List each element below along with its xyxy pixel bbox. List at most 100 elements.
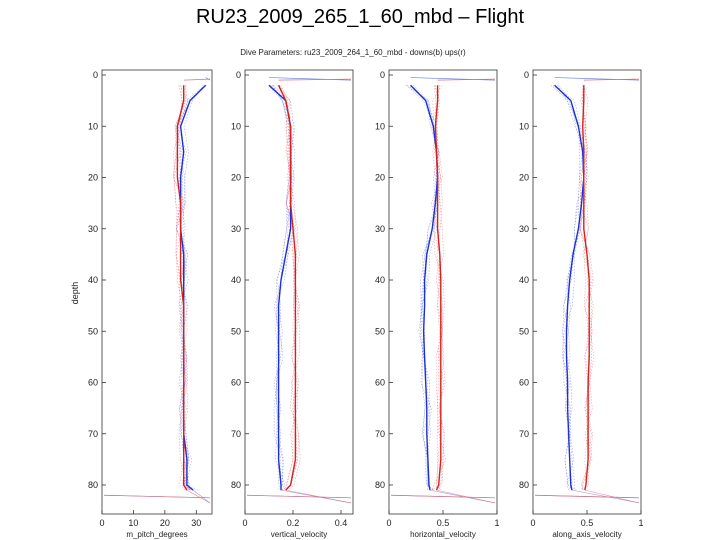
x-tick-label: 10 [128, 518, 138, 528]
down-mean-line [268, 84, 292, 491]
x-tick-label: 1 [638, 518, 643, 528]
y-tick-label: 80 [88, 480, 98, 490]
up-bottom-spike [534, 494, 640, 499]
y-tick-label: 60 [88, 378, 98, 388]
y-tick-label: 20 [88, 173, 98, 183]
panel-4: 0 10 20 30 40 50 60 70 80 0 0.5 1 along_axis_velocit… [519, 69, 644, 539]
y-tick-label: 80 [375, 480, 385, 490]
y-tick-label: 20 [375, 173, 385, 183]
panel-frame [244, 69, 354, 515]
down-trace [271, 85, 295, 491]
x-tick-label: 0 [530, 518, 535, 528]
x-axis-label: along_axis_velocity [552, 530, 621, 539]
y-tick-label: 50 [88, 326, 98, 336]
up-surface-spike [437, 78, 496, 81]
down-trace [272, 85, 296, 491]
y-tick-label: 70 [519, 429, 529, 439]
up-mean-line [277, 85, 297, 491]
up-surface-spike [278, 78, 352, 81]
up-trace [173, 85, 188, 491]
y-tick-label: 60 [375, 378, 385, 388]
y-tick-label: 70 [88, 429, 98, 439]
x-axis-label: horizontal_velocity [410, 530, 476, 539]
y-tick-label: 10 [231, 121, 241, 131]
x-axis-label: m_pitch_degrees [126, 530, 187, 539]
slide-title: RU23_2009_265_1_60_mbd – Flight [195, 6, 525, 28]
y-tick-label: 30 [88, 224, 98, 234]
y-axis-label: depth [70, 282, 80, 305]
x-tick-label: 0.5 [581, 518, 594, 528]
panel-2: 0 10 20 30 40 50 60 70 80 0 0.2 0.4 vertical_velocit… [231, 69, 354, 539]
up-trace [579, 85, 594, 491]
up-bottom-spike [436, 489, 496, 504]
y-tick-label: 0 [93, 70, 98, 80]
down-trace [405, 85, 441, 491]
y-tick-label: 40 [231, 275, 241, 285]
up-mean-line [176, 85, 188, 491]
y-tick-label: 30 [231, 224, 241, 234]
up-trace [276, 85, 298, 491]
x-tick-label: 0 [99, 518, 104, 528]
up-trace [578, 85, 593, 491]
down-trace [553, 85, 589, 491]
figure-title: Dive Parameters: ru23_2009_264_1_60_mbd … [240, 48, 466, 57]
up-bottom-spike [390, 494, 496, 499]
x-tick-label: 0 [242, 518, 247, 528]
x-axis-label: vertical_velocity [271, 530, 327, 539]
down-trace [407, 85, 438, 491]
y-tick-label: 60 [519, 378, 529, 388]
x-tick-label: 0.2 [287, 518, 300, 528]
y-tick-label: 40 [88, 275, 98, 285]
up-mean-line [581, 85, 590, 491]
up-trace [172, 85, 188, 491]
y-tick-label: 50 [375, 326, 385, 336]
y-tick-label: 70 [231, 429, 241, 439]
up-bottom-spike [186, 489, 211, 504]
x-tick-label: 20 [160, 518, 170, 528]
y-tick-label: 0 [236, 70, 241, 80]
up-bottom-spike [584, 489, 640, 504]
x-tick-label: 1 [494, 518, 499, 528]
down-bottom-spike [192, 489, 211, 504]
y-tick-label: 70 [375, 429, 385, 439]
down-surface-spike [268, 77, 352, 81]
x-tick-label: 0.4 [335, 518, 348, 528]
down-trace [272, 85, 290, 491]
y-tick-label: 40 [375, 275, 385, 285]
down-trace [558, 85, 583, 491]
x-tick-label: 0.5 [437, 518, 450, 528]
y-tick-label: 20 [231, 173, 241, 183]
down-mean-line [554, 84, 585, 491]
down-trace [176, 85, 207, 491]
y-tick-label: 80 [231, 480, 241, 490]
y-tick-label: 50 [519, 326, 529, 336]
y-tick-label: 10 [519, 121, 529, 131]
down-trace [410, 85, 439, 491]
x-tick-label: 30 [191, 518, 201, 528]
y-tick-label: 10 [375, 121, 385, 131]
up-trace [430, 85, 443, 491]
down-trace [270, 85, 296, 491]
y-tick-label: 20 [519, 173, 529, 183]
up-bottom-spike [285, 489, 352, 504]
up-trace [433, 85, 444, 491]
up-surface-spike [583, 78, 640, 81]
up-surface-spike [183, 78, 211, 81]
up-trace [279, 85, 301, 491]
y-tick-label: 10 [88, 121, 98, 131]
panel-frame [101, 69, 213, 515]
up-mean-line [434, 85, 442, 491]
y-tick-label: 0 [380, 70, 385, 80]
y-tick-label: 40 [519, 275, 529, 285]
panel-frame [388, 69, 498, 515]
y-tick-label: 50 [231, 326, 241, 336]
y-tick-label: 80 [519, 480, 529, 490]
panel-1: 0 10 20 30 40 50 60 70 80 0 10 20 30 m_pitch_degrees [88, 69, 213, 539]
y-tick-label: 60 [231, 378, 241, 388]
panel-frame [532, 69, 642, 515]
down-trace [176, 85, 206, 491]
down-bottom-spike [571, 489, 640, 504]
down-trace [175, 85, 206, 491]
